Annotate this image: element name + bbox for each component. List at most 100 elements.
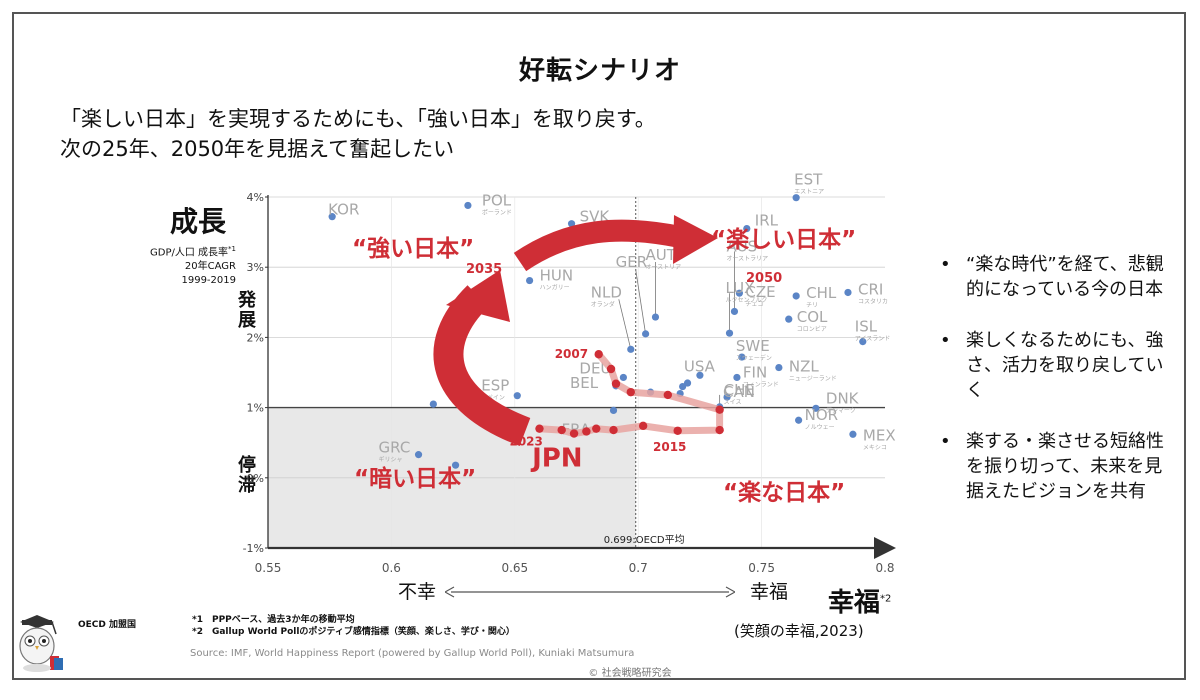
owl-mascot-icon bbox=[19, 615, 63, 672]
data-point bbox=[679, 382, 687, 391]
country-name-label: ニュージーランド bbox=[789, 376, 837, 383]
country-name-label: ハンガリー bbox=[540, 284, 570, 292]
country-code-label: EST bbox=[794, 171, 823, 189]
country-code-label: POL bbox=[482, 191, 512, 209]
country-name-label: チェコ bbox=[745, 301, 763, 308]
slide-frame bbox=[12, 12, 1186, 680]
country-code-label: BEL bbox=[570, 374, 599, 392]
data-point bbox=[725, 329, 734, 337]
jpn-label: JPN bbox=[530, 444, 583, 474]
country-name-label: オランダ bbox=[591, 300, 615, 308]
data-point bbox=[451, 461, 460, 469]
data-point bbox=[627, 345, 635, 353]
target-year-2050: 2050 bbox=[746, 271, 782, 286]
country-name-label: エストニア bbox=[794, 189, 824, 196]
x-axis-right-label: 幸福 bbox=[750, 581, 789, 603]
country-code-label: DNK bbox=[826, 389, 860, 407]
country-code-label: USA bbox=[684, 357, 716, 375]
country-code-label: COL bbox=[797, 308, 828, 326]
subtitle-line-1: 「楽しい日本」を実現するためにも、「強い日本」を取り戻す。 bbox=[60, 107, 656, 131]
bullet-item: • 楽する・楽させる短絡性を振り切って、未来を見据えたビジョンを共有 bbox=[940, 429, 1180, 504]
jpn-trajectory-point bbox=[663, 390, 673, 400]
x-axis-note: (笑顔の幸福,2023) bbox=[734, 622, 864, 640]
jpn-trajectory-point bbox=[592, 424, 601, 433]
data-point bbox=[328, 213, 336, 221]
data-point bbox=[785, 315, 793, 323]
x-axis-title-text: 幸福 bbox=[828, 588, 881, 618]
data-point bbox=[849, 430, 857, 438]
y-axis-footnote-mark: *1 bbox=[228, 245, 236, 253]
country-name-label: メキシコ bbox=[863, 444, 887, 451]
data-point bbox=[738, 353, 746, 361]
bullet-text: “楽な時代”を経て、悲観的になっている今の日本 bbox=[966, 254, 1164, 300]
subtitle-line-2: 次の25年、2050年を見据えて奮起したい bbox=[60, 137, 455, 161]
country-name-label: ルクセンブルク bbox=[726, 296, 768, 304]
data-point bbox=[723, 393, 731, 401]
data-point bbox=[795, 416, 803, 424]
x-tick-label: 0.6 bbox=[382, 561, 401, 575]
bullet-dot-icon: • bbox=[940, 431, 951, 452]
data-point bbox=[792, 292, 800, 300]
jpn-trajectory-point bbox=[673, 426, 682, 435]
y-axis-lower-label: 停滞 bbox=[235, 455, 256, 495]
country-name-label: スペイン bbox=[481, 395, 505, 402]
country-code-label: ESP bbox=[481, 377, 509, 395]
y-axis-years: 1999-2019 bbox=[181, 275, 236, 287]
target-year-2035: 2035 bbox=[466, 262, 502, 277]
y-axis-subtitle: GDP/人口 成長率*1 20年CAGR 1999-2019 bbox=[118, 242, 236, 288]
jpn-trajectory-point bbox=[715, 425, 724, 435]
x-axis-footnote-mark: *2 bbox=[880, 593, 892, 605]
x-tick-label: 0.75 bbox=[748, 561, 775, 575]
copyright: © 社会戦略研究会 bbox=[588, 668, 672, 679]
x-tick-label: 0.8 bbox=[875, 561, 894, 575]
label-leader-line bbox=[618, 299, 632, 350]
country-code-label: NZL bbox=[789, 358, 819, 376]
scenario-arrow-right-head bbox=[673, 215, 718, 264]
bullet-text: 楽しくなるためにも、強さ、活力を取り戻していく bbox=[966, 330, 1164, 401]
bullet-dot-icon: • bbox=[940, 254, 951, 275]
data-point bbox=[743, 224, 751, 233]
country-code-label: GRC bbox=[379, 439, 411, 457]
country-name-label: ノルウェー bbox=[805, 423, 835, 431]
country-code-label: AUT bbox=[645, 246, 676, 264]
country-name-label: デンマーク bbox=[826, 406, 856, 414]
x-axis-left-label: 不幸 bbox=[398, 581, 437, 603]
data-point bbox=[775, 363, 783, 372]
data-point bbox=[859, 338, 867, 346]
jpn-trajectory-point bbox=[609, 425, 618, 435]
bullet-item: • 楽しくなるためにも、強さ、活力を取り戻していく bbox=[940, 328, 1180, 403]
quadrant-label-fun: “楽しい日本” bbox=[711, 226, 856, 253]
quadrant-label-easy: “楽な日本” bbox=[723, 479, 845, 506]
country-code-label: LUX bbox=[726, 279, 755, 297]
country-name-label: ギリシャ bbox=[379, 457, 403, 464]
x-axis-title: 幸福*2 bbox=[828, 582, 891, 619]
jpn-trajectory-point bbox=[594, 350, 603, 359]
jpn-trajectory-point bbox=[638, 421, 648, 431]
country-name-label: ポーランド bbox=[482, 208, 512, 216]
data-point bbox=[429, 400, 437, 408]
footnote-2: *2 Gallup World Pollのポジティブ感情指標（笑顔、楽しさ、学び… bbox=[192, 627, 515, 637]
data-point bbox=[567, 220, 576, 228]
y-tick-label: 0% bbox=[247, 472, 264, 485]
subtitle: 「楽しい日本」を実現するためにも、「強い日本」を取り戻す。 次の25年、2050… bbox=[60, 104, 656, 164]
scenario-arrow-up-head bbox=[446, 270, 510, 322]
data-point bbox=[464, 201, 472, 210]
country-code-label: MEX bbox=[863, 426, 896, 444]
data-point bbox=[792, 194, 800, 202]
data-point bbox=[730, 307, 739, 316]
jpn-trajectory-point bbox=[535, 424, 544, 433]
y-axis-period: 20年CAGR bbox=[184, 261, 236, 273]
jpn-trajectory-point bbox=[606, 364, 616, 374]
data-point bbox=[609, 406, 618, 415]
jpn-trajectory-point bbox=[611, 379, 621, 388]
jpn-trajectory-point bbox=[715, 405, 724, 414]
footnote-1: *1 PPPベース、過去3か年の移動平均 bbox=[192, 615, 355, 625]
country-code-label: SWE bbox=[736, 337, 770, 355]
bullet-dot-icon: • bbox=[940, 330, 951, 351]
data-point bbox=[619, 373, 627, 382]
label-leader-line bbox=[635, 268, 646, 334]
data-point bbox=[812, 404, 820, 412]
quadrant-label-strong: “強い日本” bbox=[352, 236, 474, 262]
scenario-arrow-right bbox=[513, 219, 683, 272]
data-point bbox=[513, 392, 521, 400]
